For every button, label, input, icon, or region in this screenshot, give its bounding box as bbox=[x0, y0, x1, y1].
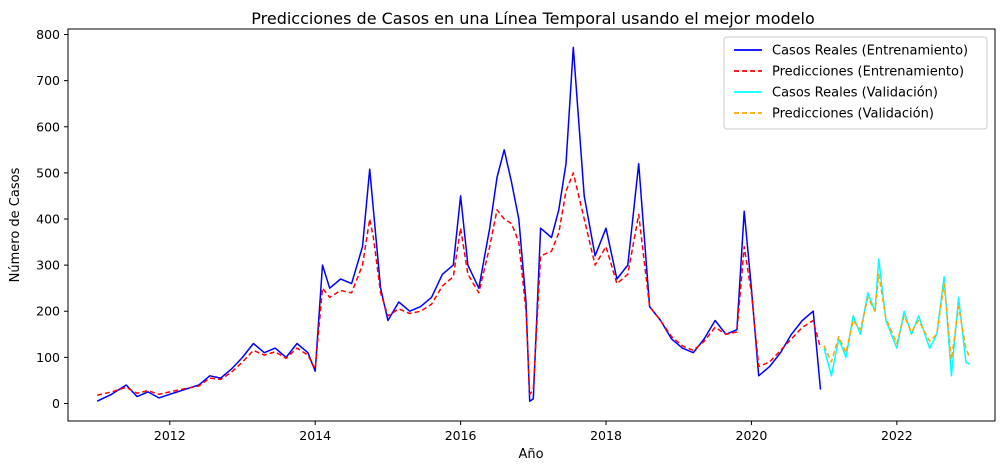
chart-title: Predicciones de Casos en una Línea Tempo… bbox=[251, 9, 814, 28]
x-tick-label: 2016 bbox=[445, 428, 477, 443]
y-axis: 0 100 200 300 400 500 600 700 800 bbox=[36, 27, 68, 411]
legend-box bbox=[723, 36, 988, 130]
series-line-3 bbox=[823, 273, 971, 363]
legend: Casos Reales (Entrenamiento) Predicciones… bbox=[723, 36, 988, 130]
legend-label-0: Casos Reales (Entrenamiento) bbox=[772, 44, 968, 59]
x-tick-label: 2018 bbox=[590, 428, 622, 443]
series-line-1 bbox=[96, 172, 822, 396]
y-tick-label: 100 bbox=[36, 350, 60, 365]
legend-label-1: Predicciones (Entrenamiento) bbox=[772, 65, 964, 80]
y-tick-label: 300 bbox=[36, 258, 60, 273]
legend-label-2: Casos Reales (Validación) bbox=[772, 86, 938, 101]
x-axis: 2012 2014 2016 2018 2020 2022 bbox=[154, 421, 913, 443]
y-tick-label: 400 bbox=[36, 212, 60, 227]
y-tick-label: 600 bbox=[36, 119, 60, 134]
series-line-0 bbox=[96, 46, 822, 402]
y-tick-label: 200 bbox=[36, 304, 60, 319]
y-axis-label: Número de Casos bbox=[8, 167, 23, 282]
x-tick-label: 2014 bbox=[299, 428, 331, 443]
y-tick-label: 500 bbox=[36, 165, 60, 180]
y-tick-label: 800 bbox=[36, 27, 60, 42]
series-line-2 bbox=[823, 258, 970, 377]
x-tick-label: 2020 bbox=[736, 428, 768, 443]
y-tick-label: 0 bbox=[52, 396, 60, 411]
series-layer bbox=[96, 46, 971, 402]
legend-label-3: Predicciones (Validación) bbox=[772, 107, 934, 122]
y-tick-label: 700 bbox=[36, 73, 60, 88]
x-tick-label: 2012 bbox=[154, 428, 186, 443]
x-axis-label: Año bbox=[518, 447, 543, 462]
x-tick-label: 2022 bbox=[881, 428, 913, 443]
